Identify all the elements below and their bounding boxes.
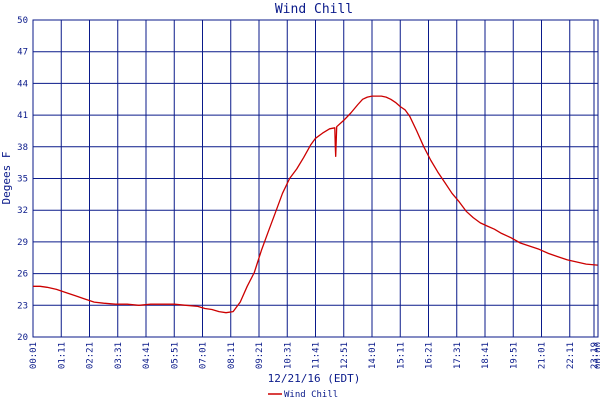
x-tick-label: 00:00 (594, 342, 600, 369)
y-tick-label: 38 (17, 143, 28, 153)
x-tick-label: 01:11 (57, 342, 67, 369)
chart-title: Wind Chill (275, 2, 353, 17)
x-tick-label: 15:11 (396, 342, 406, 369)
y-tick-label: 32 (17, 206, 28, 216)
x-tick-label: 22:11 (566, 342, 576, 369)
x-tick-label: 05:51 (170, 342, 180, 369)
y-tick-label: 20 (17, 333, 28, 343)
y-tick-labels: 20 23 26 29 32 35 38 41 44 47 50 (17, 16, 28, 343)
legend-label: Wind Chill (284, 390, 338, 400)
y-tick-label: 35 (17, 175, 28, 185)
x-tick-label: 00:01 (29, 342, 39, 369)
x-tick-label: 11:41 (312, 342, 322, 369)
series-group (33, 95, 598, 314)
grid (32, 19, 599, 338)
y-tick-label: 50 (17, 16, 28, 26)
x-tick-label: 09:21 (255, 342, 265, 369)
y-tick-label: 23 (17, 301, 28, 311)
x-tick-label: 19:51 (509, 342, 519, 369)
x-tick-label: 14:01 (368, 342, 378, 369)
x-tick-label: 21:01 (538, 342, 548, 369)
y-tick-label: 44 (17, 79, 28, 89)
y-tick-label: 47 (17, 48, 28, 58)
x-tick-label: 03:31 (114, 342, 124, 369)
x-tick-label: 23:19 (590, 342, 600, 369)
series-line-wind-chill (33, 95, 598, 314)
x-tick-label: 18:41 (481, 342, 491, 369)
y-axis-label: Degees F (0, 152, 13, 205)
x-tick-labels: 00:01 01:11 02:21 03:31 04:41 05:51 07:01 08:11… (29, 342, 600, 369)
x-axis-label: 12/21/16 (EDT) (268, 372, 361, 385)
y-tick-label: 26 (17, 270, 28, 280)
x-tick-label: 07:01 (199, 342, 209, 369)
x-tick-label: 02:21 (86, 342, 96, 369)
x-tick-label: 17:31 (453, 342, 463, 369)
x-tick-label: 16:21 (425, 342, 435, 369)
x-tick-label: 04:41 (142, 342, 152, 369)
legend: Wind Chill (268, 390, 338, 400)
y-tick-label: 41 (17, 111, 28, 121)
x-tick-label: 12:51 (340, 342, 350, 369)
x-tick-label: 10:31 (283, 342, 293, 369)
x-tick-label: 08:11 (227, 342, 237, 369)
y-tick-label: 29 (17, 238, 28, 248)
